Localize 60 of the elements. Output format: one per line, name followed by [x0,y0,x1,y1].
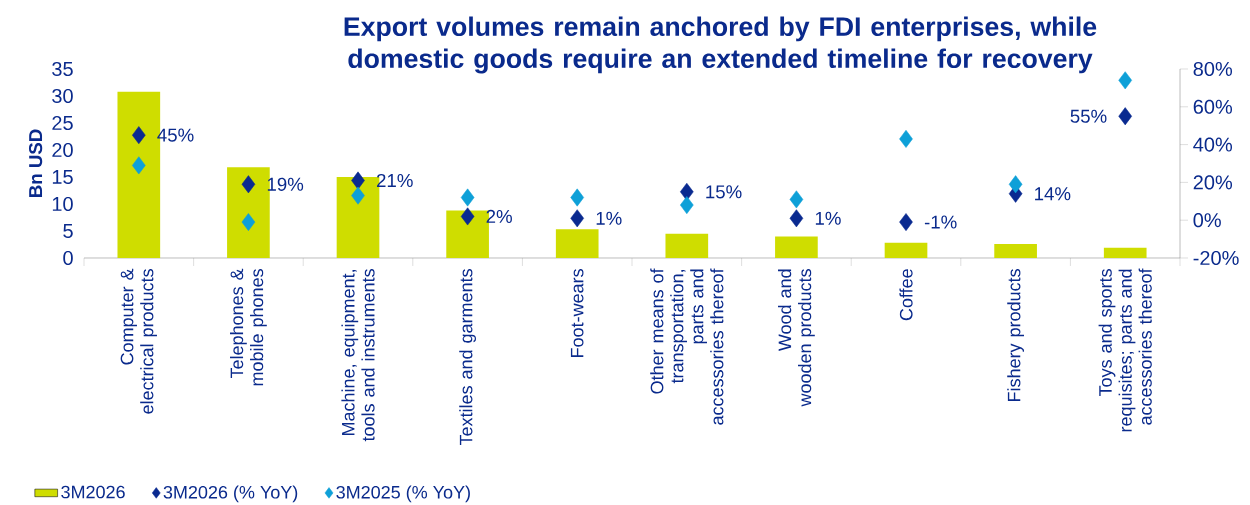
bar [227,167,270,258]
y2-tick-label: 40% [1193,137,1233,152]
y-tick-label: 20 [52,142,73,158]
x-tick-label: Machine, equipment, tools and instruments [341,269,375,442]
y-tick-label: 30 [52,88,73,104]
point [1008,175,1023,194]
point [351,186,365,205]
data-label: -1% [924,215,957,229]
point [460,207,475,226]
y2-tick-label: 0% [1193,213,1221,228]
data-label: 1% [596,211,622,225]
y2-tick-label: 60% [1193,99,1233,114]
bar [555,229,599,258]
bar [994,243,1037,258]
y2-tick-label: -20% [1193,250,1239,266]
y-axis-title: Bn USD [28,129,43,197]
x-tick-label: Fishery products [1007,269,1025,401]
x-tick-label: Telephones & mobile phones [230,268,267,386]
bar [665,233,709,258]
x-tick-label: Wood and wooden products [778,269,815,407]
y-tick-label: 5 [63,224,73,238]
x-tick-label: Textiles and garments [459,269,477,446]
chart-title: Export volumes remain anchored by FDI enterprises, while domestic goods require an extended timeline for recovery [344,16,1097,74]
x-tick-label: Computer & electrical products [120,268,157,414]
legend-label: 3M2025 (% YoY) [336,485,470,503]
point [789,190,804,209]
point [1118,107,1132,126]
point [789,209,804,228]
x-tick-label: Toys and sports requisites; parts and accessories thereof [1098,268,1152,432]
x-tick-label: Other means of transportation, parts and accessories thereof [650,268,724,425]
y-tick-label: 15 [52,170,73,184]
point [899,213,913,232]
bar [884,242,928,258]
y-tick-label: 10 [52,196,73,212]
y-tick-label: 25 [52,115,73,131]
point [241,175,256,194]
x-tick-label: Coffee [899,269,913,321]
point [570,209,584,228]
bar [775,236,818,258]
y-tick-label: 0 [63,250,73,266]
point [1118,71,1132,90]
data-label: 1% [815,211,841,225]
bar [1103,247,1147,258]
legend-label: 3M2026 (% YoY) [163,485,298,503]
data-label: 14% [1035,187,1071,201]
point [570,188,584,207]
point [460,188,475,207]
data-label: 55% [1070,109,1107,123]
y2-tick-label: 80% [1193,61,1233,77]
point [680,196,694,214]
point [899,129,913,148]
point [351,171,365,190]
data-label: 15% [706,185,742,199]
legend-label: 3M2026 [61,485,125,499]
point [132,126,146,145]
point [132,156,146,175]
point [241,213,256,232]
x-tick-label: Foot-wears [570,269,584,357]
y-tick-label: 35 [52,61,73,77]
y2-tick-label: 20% [1193,175,1233,190]
